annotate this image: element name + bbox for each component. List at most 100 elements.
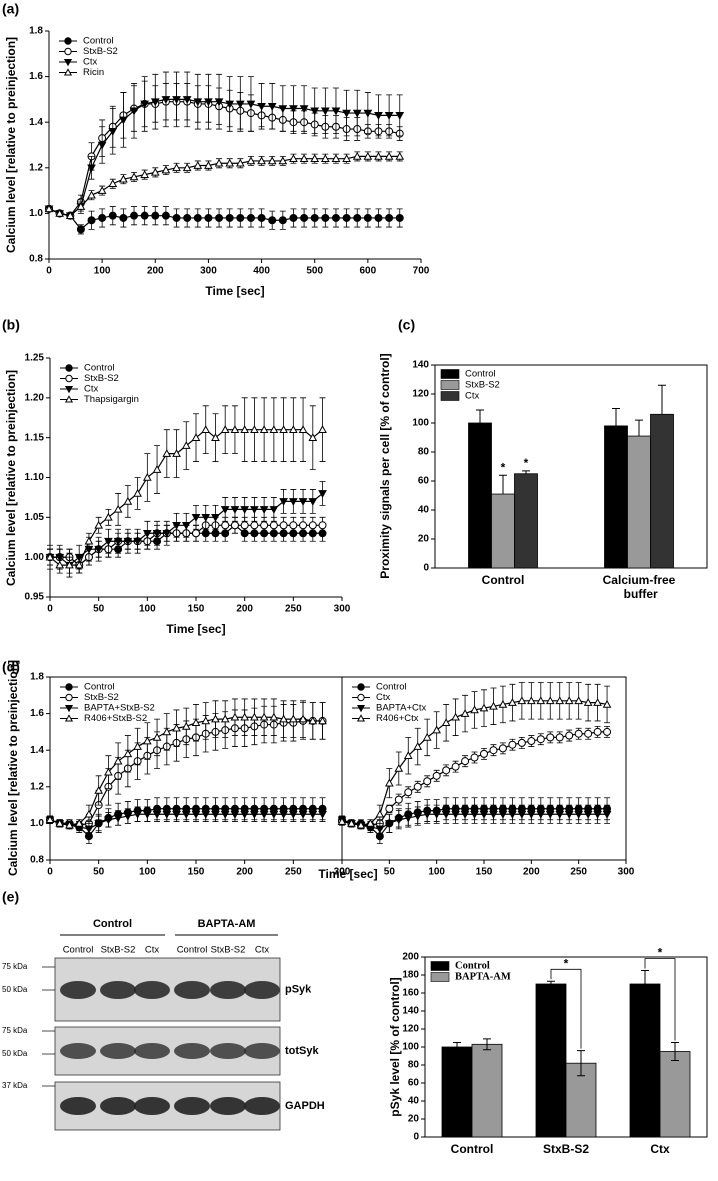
marker xyxy=(133,488,142,497)
blot-band xyxy=(210,981,246,999)
blot-row: GAPDH xyxy=(285,1100,325,1112)
marker xyxy=(442,766,451,775)
significance-bracket xyxy=(550,968,582,1049)
x-tick-label: 100 xyxy=(428,867,445,878)
marker xyxy=(74,560,84,569)
x-tick-label: 100 xyxy=(94,266,111,277)
y-axis-title: Calcium level [relative to preinjection] xyxy=(4,37,18,253)
marker xyxy=(422,732,432,741)
marker xyxy=(221,521,230,530)
marker xyxy=(260,521,269,530)
marker xyxy=(508,698,517,706)
marker xyxy=(108,211,117,220)
marker xyxy=(225,213,234,222)
blot-lane: Control xyxy=(177,945,208,956)
blot-row: totSyk xyxy=(285,1045,320,1057)
marker xyxy=(191,514,201,522)
y-tick-label: 1.0 xyxy=(30,818,44,829)
x-tick-label: 250 xyxy=(285,867,302,878)
marker xyxy=(76,202,86,210)
marker xyxy=(269,521,278,530)
marker xyxy=(152,465,162,473)
legend-label: StxB-S2 xyxy=(83,46,118,57)
marker xyxy=(65,211,75,219)
legend-label: StxB-S2 xyxy=(465,380,500,391)
y-tick-label: 40 xyxy=(408,1096,420,1107)
legend-label: Control xyxy=(84,363,115,374)
y-tick-label: 1.6 xyxy=(30,708,44,719)
marker xyxy=(536,735,545,744)
marker xyxy=(300,213,309,222)
marker xyxy=(555,810,565,819)
marker xyxy=(94,785,104,794)
significance: * xyxy=(524,456,529,470)
marker xyxy=(470,753,479,762)
marker xyxy=(267,156,277,165)
legend-label: StxB-S2 xyxy=(84,692,119,703)
marker xyxy=(240,810,250,819)
marker xyxy=(84,809,94,818)
marker xyxy=(403,751,413,759)
marker xyxy=(123,749,133,758)
legend-label: Ctx xyxy=(465,391,480,402)
x-tick-label: 0 xyxy=(47,604,53,615)
y-tick-label: 1.8 xyxy=(30,672,44,683)
marker xyxy=(289,521,298,530)
marker xyxy=(318,490,327,498)
marker xyxy=(395,151,405,160)
x-tick-label: 150 xyxy=(188,867,205,878)
marker xyxy=(201,810,211,819)
panel-label: (a) xyxy=(2,1,19,17)
marker xyxy=(192,529,200,538)
marker xyxy=(250,712,259,721)
error-bar xyxy=(499,474,507,495)
x-tick-label: StxB-S2 xyxy=(543,1142,589,1156)
marker xyxy=(87,190,96,199)
marker xyxy=(161,165,171,174)
marker xyxy=(113,504,123,513)
marker xyxy=(152,810,162,819)
y-axis-title: Calcium level [relative to preinjection] xyxy=(6,660,20,876)
y-tick-label: 1.0 xyxy=(29,208,43,219)
marker xyxy=(451,810,460,819)
legend-swatch xyxy=(440,369,460,379)
significance: * xyxy=(564,956,569,970)
marker xyxy=(384,151,394,160)
marker xyxy=(74,818,84,827)
y-tick-label: 1.2 xyxy=(29,162,43,173)
marker xyxy=(119,116,128,125)
x-tick-label: 150 xyxy=(476,867,493,878)
marker xyxy=(279,714,288,723)
marker xyxy=(279,521,288,530)
marker xyxy=(181,441,191,449)
marker xyxy=(395,112,405,120)
marker xyxy=(65,560,74,569)
marker xyxy=(583,810,593,819)
error-bar xyxy=(658,384,666,415)
x-tick-label: 50 xyxy=(384,867,396,878)
marker xyxy=(191,810,201,819)
blot-band xyxy=(244,981,280,999)
marker xyxy=(257,102,266,111)
marker xyxy=(298,498,308,506)
marker xyxy=(193,160,203,169)
marker xyxy=(250,506,259,514)
marker xyxy=(183,213,192,222)
y-tick-label: 1.05 xyxy=(25,512,45,523)
x-tick-label: 700 xyxy=(413,266,430,277)
marker xyxy=(113,814,123,823)
y-axis-title: Calcium level [relative to preinjection] xyxy=(4,370,18,586)
marker xyxy=(172,213,181,222)
marker xyxy=(142,472,152,481)
marker xyxy=(308,810,318,819)
blot-lane: StxB-S2 xyxy=(211,945,246,956)
marker xyxy=(269,425,279,433)
blot-band xyxy=(60,981,96,999)
error-bar xyxy=(522,470,530,474)
error-bar xyxy=(453,1042,461,1052)
marker xyxy=(289,154,298,162)
marker xyxy=(240,425,250,433)
marker xyxy=(94,545,104,554)
marker xyxy=(432,810,442,819)
marker xyxy=(97,186,107,194)
